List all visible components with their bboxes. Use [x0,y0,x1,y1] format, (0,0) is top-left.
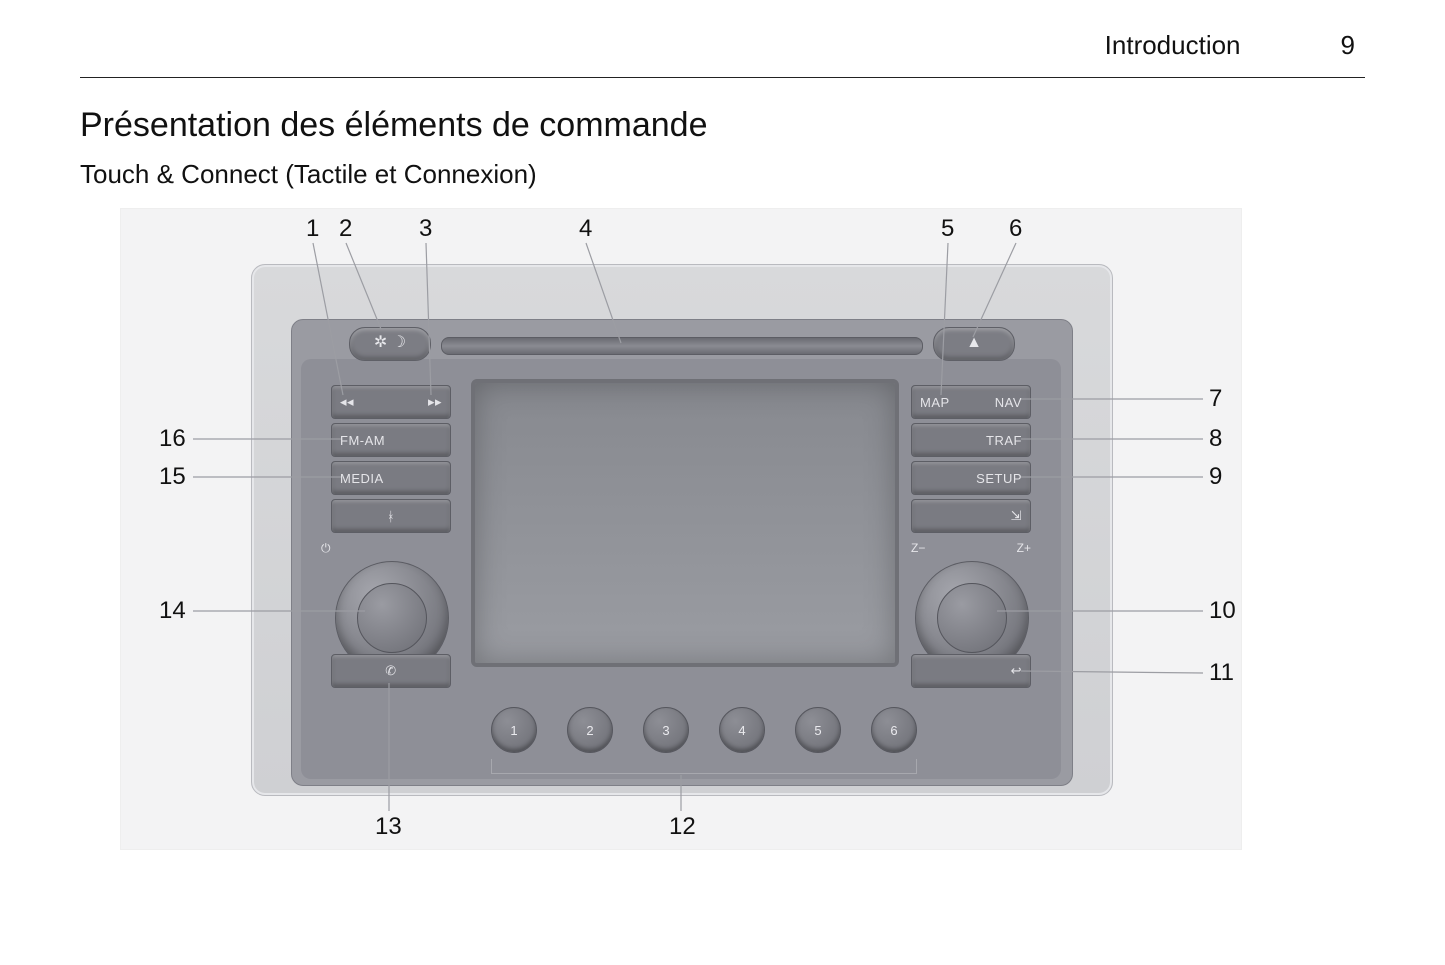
preset-6-button[interactable]: 6 [871,707,917,753]
back-button[interactable]: ↩ [911,654,1031,688]
callout-1: 1 [306,215,319,243]
traf-button[interactable]: TRAF [911,423,1031,457]
preset-5-button[interactable]: 5 [795,707,841,753]
callout-16: 16 [159,425,186,453]
sd-icon: ⇲ [1011,508,1022,524]
zoom-labels: Z− Z+ [911,541,1031,555]
preset-2-button[interactable]: 2 [567,707,613,753]
setup-label: SETUP [976,471,1022,486]
section-label: Introduction [1105,30,1241,61]
callout-4: 4 [579,215,592,243]
device-diagram: ✲ ☽ ▲ ◂◂ ▸▸ FM-AM MEDIA ᚼ ⏻ ✆ MAP NAV [120,208,1242,850]
callout-3: 3 [419,215,432,243]
callout-2: 2 [339,215,352,243]
callout-5: 5 [941,215,954,243]
media-button[interactable]: MEDIA [331,461,451,495]
preset-1-button[interactable]: 1 [491,707,537,753]
traf-label: TRAF [986,433,1022,448]
page-subtitle: Touch & Connect (Tactile et Connexion) [80,159,1365,190]
callout-12: 12 [669,813,696,841]
bluetooth-button[interactable]: ᚼ [331,499,451,533]
callout-11: 11 [1209,659,1234,687]
cd-slot[interactable] [441,337,923,355]
page-header: Introduction 9 [80,30,1365,71]
seek-buttons[interactable]: ◂◂ ▸▸ [331,385,451,419]
manual-page: Introduction 9 Présentation des éléments… [0,0,1445,965]
preset-3-button[interactable]: 3 [643,707,689,753]
page-title: Présentation des éléments de commande [80,106,1365,145]
media-label: MEDIA [340,471,384,486]
callout-14: 14 [159,597,186,625]
fm-am-label: FM-AM [340,433,385,448]
preset-bracket [491,759,917,774]
sd-button[interactable]: ⇲ [911,499,1031,533]
phone-button[interactable]: ✆ [331,654,451,688]
brightness-button[interactable]: ✲ ☽ [349,327,431,361]
callout-7: 7 [1209,385,1222,413]
eject-button[interactable]: ▲ [933,327,1015,361]
nav-label: NAV [995,395,1022,410]
rewind-icon: ◂◂ [340,394,354,410]
fastforward-icon: ▸▸ [428,394,442,410]
setup-button[interactable]: SETUP [911,461,1031,495]
callout-9: 9 [1209,463,1222,491]
map-label: MAP [920,395,950,410]
back-icon: ↩ [1011,663,1022,679]
callout-10: 10 [1209,597,1236,625]
callout-8: 8 [1209,425,1222,453]
map-nav-buttons[interactable]: MAP NAV [911,385,1031,419]
header-rule [80,77,1365,78]
page-number: 9 [1341,30,1355,61]
bluetooth-icon: ᚼ [387,509,395,524]
phone-icon: ✆ [385,663,396,679]
preset-4-button[interactable]: 4 [719,707,765,753]
callout-13: 13 [375,813,402,841]
fm-am-button[interactable]: FM-AM [331,423,451,457]
touchscreen[interactable] [471,379,899,667]
zoom-out-label: Z− [911,541,925,555]
power-icon: ⏻ [321,541,331,556]
callout-15: 15 [159,463,186,491]
callout-6: 6 [1009,215,1022,243]
zoom-in-label: Z+ [1017,541,1031,555]
